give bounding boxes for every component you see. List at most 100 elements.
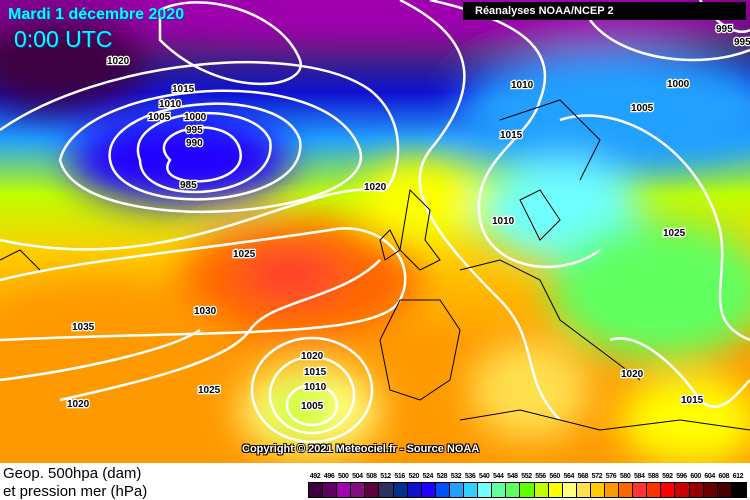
isobar-label: 1015 xyxy=(172,84,195,95)
isobar-label: 1005 xyxy=(301,401,324,412)
legend-label: 600 xyxy=(690,473,701,480)
legend-label: 564 xyxy=(563,473,574,480)
legend-swatch xyxy=(309,483,324,497)
legend-label: 584 xyxy=(633,473,645,480)
legend-swatch xyxy=(520,483,535,497)
legend-label: 532 xyxy=(450,473,462,480)
isobar-label: 1005 xyxy=(631,103,654,114)
legend-swatch xyxy=(619,483,634,497)
legend-label: 596 xyxy=(676,473,687,480)
legend-swatch xyxy=(675,483,690,497)
legend-labels: 492 496 500 504 508 512 516 520 524 528 532 536 540 5… xyxy=(308,473,747,480)
legend-label: 500 xyxy=(337,473,349,480)
coastlines xyxy=(0,99,750,431)
isobar-label: 1000 xyxy=(184,112,207,123)
isobar-label: 1020 xyxy=(67,399,90,410)
weather-map: 1020 1015 1010 1005 1000 995 990 985 102… xyxy=(0,0,750,463)
isobar-label: 1015 xyxy=(500,130,523,141)
legend-label: 576 xyxy=(605,473,617,480)
legend-label: 572 xyxy=(591,473,603,480)
geopotential-field: 1020 1015 1010 1005 1000 995 990 985 102… xyxy=(0,0,750,463)
copyright: Copyright © 2021 Meteociel.fr - Source N… xyxy=(242,443,480,455)
legend-label: 556 xyxy=(535,473,546,480)
isobar-label: 995 xyxy=(186,125,203,136)
legend-swatch xyxy=(604,483,620,497)
legend-label: 528 xyxy=(436,473,448,480)
isobar-labels: 1020 1015 1010 1005 1000 995 990 985 102… xyxy=(66,23,750,414)
legend-label: 524 xyxy=(422,473,434,480)
legend-swatch xyxy=(407,483,422,497)
data-source-label: Réanalyses NOAA/NCEP 2 xyxy=(463,2,746,20)
legend-swatch xyxy=(731,483,746,497)
legend-label: 536 xyxy=(464,473,476,480)
legend-swatch xyxy=(351,483,366,497)
legend-swatch xyxy=(337,483,352,497)
isobar-label: 1025 xyxy=(198,385,221,396)
legend-title-line1: Geop. 500hpa (dam) xyxy=(3,465,142,482)
isobar-label: 1005 xyxy=(148,112,171,123)
isobar-label: 1010 xyxy=(492,216,515,227)
isobar-label: 985 xyxy=(180,180,197,191)
legend-swatch xyxy=(449,483,465,497)
legend-swatch xyxy=(421,483,436,497)
legend-swatch xyxy=(647,483,662,497)
isobar-label: 995 xyxy=(734,37,750,48)
legend-swatch xyxy=(633,483,648,497)
legend-label: 520 xyxy=(408,473,419,480)
color-scale-legend: 492 496 500 504 508 512 516 520 524 528 532 536 540 5… xyxy=(308,473,747,498)
isobar-label: 1020 xyxy=(107,56,130,67)
isobar-label: 1015 xyxy=(681,395,704,406)
isobar-label: 1010 xyxy=(159,99,182,110)
isobar-label: 1010 xyxy=(511,80,534,91)
isobar-label: 1015 xyxy=(304,367,327,378)
legend-swatch xyxy=(506,483,521,497)
legend-swatch xyxy=(717,483,732,497)
legend-swatch xyxy=(576,483,591,497)
legend-swatch xyxy=(661,483,676,497)
isobar-label: 995 xyxy=(716,24,733,35)
legend-swatch xyxy=(689,483,704,497)
legend-label: 580 xyxy=(619,473,631,480)
isobar-label: 1035 xyxy=(72,322,95,333)
isobar-label: 1025 xyxy=(663,228,686,239)
isobar-label: 1000 xyxy=(667,79,690,90)
legend-label: 560 xyxy=(549,473,560,480)
legend-swatch xyxy=(703,483,718,497)
legend-label: 552 xyxy=(521,473,532,480)
legend-label: 516 xyxy=(394,473,405,480)
map-date: Mardi 1 décembre 2020 xyxy=(8,6,185,23)
legend-label: 592 xyxy=(662,473,673,480)
legend-swatch xyxy=(365,483,380,497)
legend-label: 504 xyxy=(352,473,363,480)
isobar-label: 1025 xyxy=(233,249,256,260)
legend-swatch xyxy=(379,483,394,497)
legend-swatch xyxy=(548,483,563,497)
isobar-label: 1020 xyxy=(364,182,387,193)
legend-swatch xyxy=(323,483,338,497)
legend-label: 508 xyxy=(366,473,377,480)
legend-swatch xyxy=(393,483,408,497)
legend-label: 512 xyxy=(380,473,391,480)
legend-label: 548 xyxy=(507,473,518,480)
legend-label: 588 xyxy=(648,473,659,480)
legend-label: 544 xyxy=(493,473,504,480)
legend-label: 540 xyxy=(478,473,490,480)
legend-label: 496 xyxy=(323,473,335,480)
legend-swatch xyxy=(562,483,577,497)
legend-swatch xyxy=(478,483,493,497)
isobar-label: 1020 xyxy=(301,351,324,362)
legend-label: 612 xyxy=(732,473,744,480)
isobar-label: 1010 xyxy=(304,382,327,393)
legend-swatch xyxy=(534,483,549,497)
legend-label: 492 xyxy=(309,473,321,480)
legend-swatch xyxy=(464,483,479,497)
isobar-label: 990 xyxy=(186,138,203,149)
isobar-label: 1020 xyxy=(621,369,644,380)
legend-swatch xyxy=(590,483,605,497)
map-time: 0:00 UTC xyxy=(14,26,113,52)
legend-label: 604 xyxy=(704,473,715,480)
legend-label: 608 xyxy=(718,473,730,480)
legend-swatches xyxy=(308,482,747,498)
legend-title-line2: et pression mer (hPa) xyxy=(3,483,148,500)
legend-swatch xyxy=(435,483,450,497)
